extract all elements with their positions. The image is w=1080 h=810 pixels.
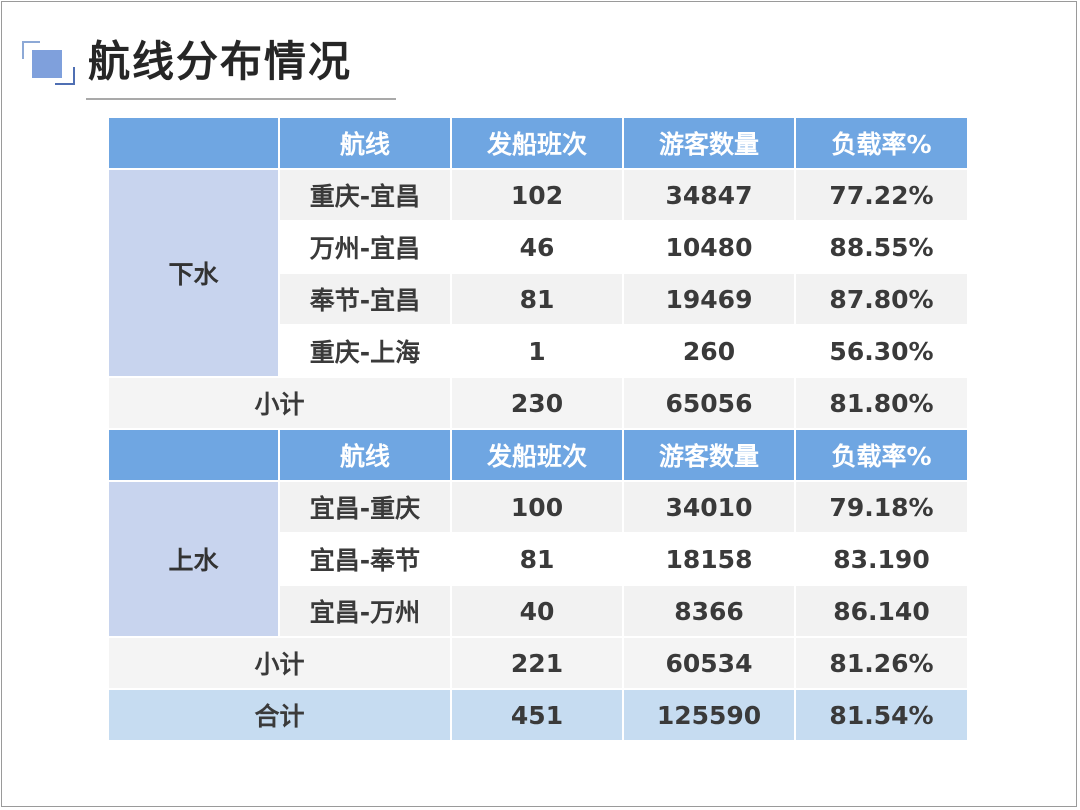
route-cell: 宜昌-重庆 bbox=[278, 480, 452, 534]
page-title: 航线分布情况 bbox=[88, 37, 353, 86]
stacked-squares-icon bbox=[22, 41, 78, 85]
load-rate-cell: 88.55% bbox=[794, 220, 969, 274]
load-rate-cell: 87.80% bbox=[794, 272, 969, 326]
title-underline bbox=[86, 98, 396, 100]
table-row: 宜昌-万州 40 8366 86.140 bbox=[108, 584, 969, 638]
table-row: 奉节-宜昌 81 19469 87.80% bbox=[108, 272, 969, 326]
header-corner-cell bbox=[107, 116, 280, 170]
route-cell: 万州-宜昌 bbox=[278, 220, 452, 274]
header-sailings: 发船班次 bbox=[450, 428, 624, 482]
visitors-cell: 34010 bbox=[622, 480, 796, 534]
group-label-upstream: 上水 bbox=[107, 480, 280, 638]
load-rate-cell: 86.140 bbox=[794, 584, 969, 638]
visitors-cell: 65056 bbox=[622, 376, 796, 430]
header-route: 航线 bbox=[278, 116, 452, 170]
visitors-cell: 260 bbox=[622, 324, 796, 378]
sailings-cell: 81 bbox=[450, 532, 624, 586]
subtotal-row-downstream: 小计 230 65056 81.80% bbox=[107, 376, 969, 430]
visitors-cell: 18158 bbox=[622, 532, 796, 586]
total-row: 合计 451 125590 81.54% bbox=[107, 688, 969, 742]
load-rate-cell: 81.80% bbox=[794, 376, 969, 430]
header-visitors: 游客数量 bbox=[622, 116, 796, 170]
route-cell: 奉节-宜昌 bbox=[278, 272, 452, 326]
load-rate-cell: 81.54% bbox=[794, 688, 969, 742]
load-rate-cell: 77.22% bbox=[794, 168, 969, 222]
sailings-cell: 100 bbox=[450, 480, 624, 534]
visitors-cell: 19469 bbox=[622, 272, 796, 326]
sailings-cell: 451 bbox=[450, 688, 624, 742]
route-distribution-table: 航线 发船班次 游客数量 负载率% 下水 重庆-宜昌 102 34847 77.… bbox=[107, 116, 969, 742]
sailings-cell: 102 bbox=[450, 168, 624, 222]
header-sailings: 发船班次 bbox=[450, 116, 624, 170]
sailings-cell: 40 bbox=[450, 584, 624, 638]
sailings-cell: 1 bbox=[450, 324, 624, 378]
subtotal-label: 小计 bbox=[107, 376, 452, 430]
total-label: 合计 bbox=[107, 688, 452, 742]
header-route: 航线 bbox=[278, 428, 452, 482]
table-row: 下水 重庆-宜昌 102 34847 77.22% bbox=[107, 168, 969, 378]
load-rate-cell: 83.190 bbox=[794, 532, 969, 586]
header-load-rate: 负载率% bbox=[794, 428, 969, 482]
sailings-cell: 221 bbox=[450, 636, 624, 690]
load-rate-cell: 79.18% bbox=[794, 480, 969, 534]
route-cell: 重庆-宜昌 bbox=[278, 168, 452, 222]
header-corner-cell bbox=[107, 428, 280, 482]
visitors-cell: 60534 bbox=[622, 636, 796, 690]
route-cell: 宜昌-万州 bbox=[278, 584, 452, 638]
subtotal-label: 小计 bbox=[107, 636, 452, 690]
sailings-cell: 81 bbox=[450, 272, 624, 326]
load-rate-cell: 56.30% bbox=[794, 324, 969, 378]
route-cell: 宜昌-奉节 bbox=[278, 532, 452, 586]
route-cell: 重庆-上海 bbox=[278, 324, 452, 378]
title-icon-outline-top bbox=[22, 41, 40, 59]
visitors-cell: 10480 bbox=[622, 220, 796, 274]
table-row: 宜昌-奉节 81 18158 83.190 bbox=[108, 532, 969, 586]
visitors-cell: 34847 bbox=[622, 168, 796, 222]
table-header-row: 航线 发船班次 游客数量 负载率% bbox=[107, 116, 969, 170]
visitors-cell: 8366 bbox=[622, 584, 796, 638]
table-row: 重庆-上海 1 260 56.30% bbox=[108, 324, 969, 378]
table-header-row: 航线 发船班次 游客数量 负载率% bbox=[107, 428, 969, 482]
title-icon-outline-bottom bbox=[55, 67, 75, 85]
title-icon-fill bbox=[32, 50, 62, 78]
load-rate-cell: 81.26% bbox=[794, 636, 969, 690]
table-row: 万州-宜昌 46 10480 88.55% bbox=[108, 220, 969, 274]
header-visitors: 游客数量 bbox=[622, 428, 796, 482]
visitors-cell: 125590 bbox=[622, 688, 796, 742]
table-row: 上水 宜昌-重庆 100 34010 79.18% bbox=[107, 480, 969, 638]
sailings-cell: 46 bbox=[450, 220, 624, 274]
sailings-cell: 230 bbox=[450, 376, 624, 430]
subtotal-row-upstream: 小计 221 60534 81.26% bbox=[107, 636, 969, 690]
group-label-downstream: 下水 bbox=[107, 168, 280, 378]
header-load-rate: 负载率% bbox=[794, 116, 969, 170]
